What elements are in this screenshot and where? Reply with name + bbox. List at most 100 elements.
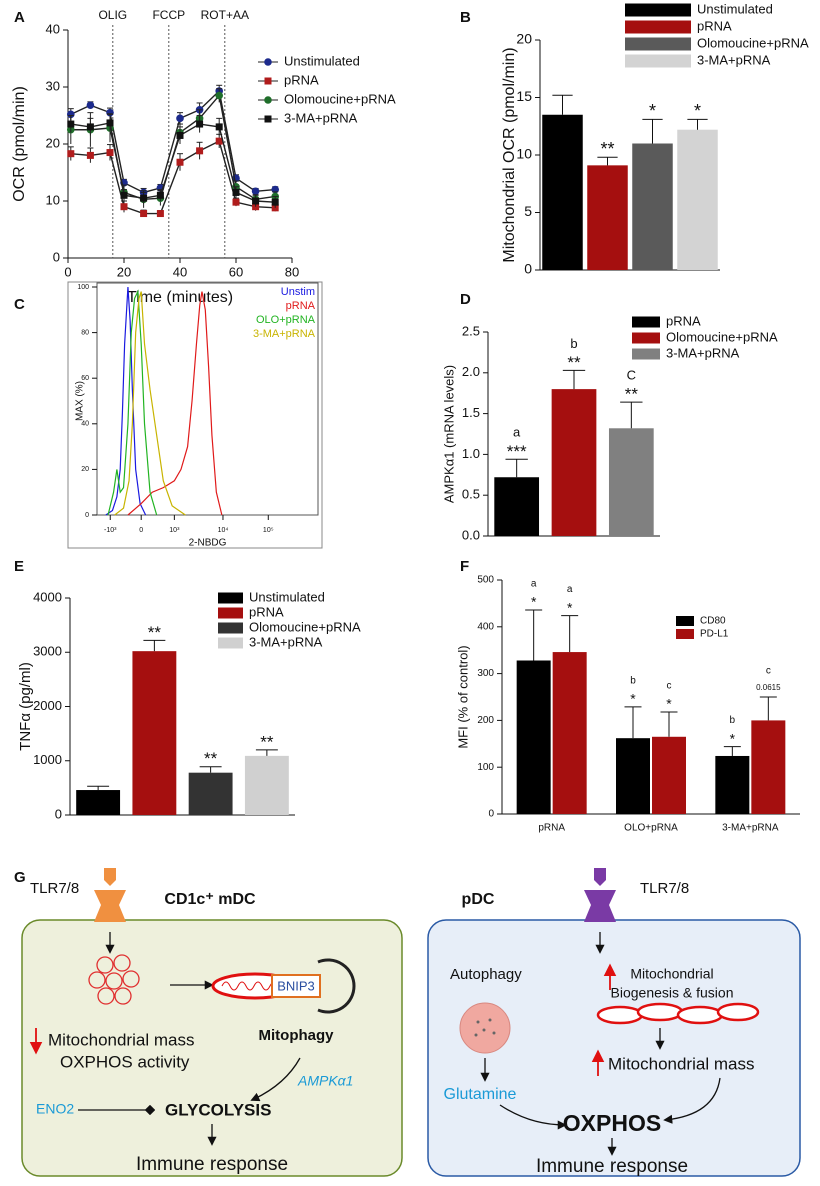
marker [271, 198, 279, 206]
y-tick-label: 0 [85, 512, 89, 519]
legend-marker [264, 77, 272, 85]
y-tick-label: 3000 [33, 644, 62, 659]
panel-label: B [460, 9, 471, 26]
legend-marker [264, 115, 272, 123]
receptor-icon [104, 868, 116, 886]
series-line [70, 122, 276, 203]
bar [494, 477, 540, 536]
marker [86, 101, 95, 110]
receptor-label: TLR7/8 [30, 880, 79, 897]
legend-label: pRNA [284, 72, 319, 87]
legend-swatch [218, 622, 243, 634]
group-letter: a [567, 584, 573, 595]
event-label: ROT+AA [201, 8, 249, 22]
bar [244, 755, 289, 815]
panel-frame [67, 281, 323, 549]
group-letter: b [730, 715, 736, 726]
bnip3-box [271, 974, 321, 998]
mitochondria [88, 954, 140, 1005]
y-axis-label: Mitochondrial OCR (pmol/min) [501, 47, 518, 262]
legend-label: OLO+pRNA [256, 314, 316, 326]
marker [215, 91, 223, 100]
legend-label: Unstim [281, 286, 315, 298]
bar [132, 651, 177, 815]
y-tick-label: 60 [81, 375, 89, 382]
legend-swatch [676, 616, 694, 626]
receptor-icon [94, 890, 126, 922]
y-tick-label: 20 [81, 466, 89, 473]
bar [516, 660, 551, 814]
x-tick-label: pRNA [538, 823, 565, 834]
oxphos-activity: OXPHOS activity [60, 1052, 190, 1071]
bar [632, 143, 673, 270]
y-tick-label: 0 [53, 249, 60, 264]
marker [106, 149, 114, 157]
x-tick-label: 3-MA+pRNA [722, 823, 779, 834]
legend-label: Olomoucine+pRNA [697, 35, 809, 50]
legend-swatch [218, 637, 243, 649]
significance: * [666, 696, 672, 712]
marker [232, 188, 240, 196]
legend-swatch [676, 629, 694, 639]
bar [76, 790, 121, 815]
series-line [114, 291, 186, 516]
y-tick-label: 100 [477, 762, 494, 773]
group-letter: a [531, 579, 537, 590]
bar [715, 755, 750, 814]
x-tick-label: 0 [64, 264, 71, 279]
x-tick-label: 10⁴ [218, 527, 229, 534]
legend-label: pRNA [697, 18, 732, 33]
glutamine: Glutamine [444, 1086, 517, 1103]
x-tick-label: 80 [285, 264, 299, 279]
legend-label: Unstimulated [284, 53, 360, 68]
marker [86, 123, 94, 131]
group-letter: c [667, 681, 672, 692]
x-tick-label: 10³ [169, 527, 180, 534]
bar [188, 772, 233, 815]
panel-label: A [14, 9, 25, 26]
plot-frame [96, 282, 319, 516]
receptor-label: TLR7/8 [640, 880, 689, 897]
significance: ** [567, 353, 581, 372]
y-tick-label: 2.0 [462, 364, 480, 379]
y-tick-label: 10 [516, 146, 532, 162]
oxphos: OXPHOS [563, 1110, 661, 1136]
legend-label: 3-MA+pRNA [253, 328, 316, 340]
legend-label: Unstimulated [697, 1, 773, 16]
y-axis-label: AMPKα1 (mRNA levels) [441, 365, 456, 503]
y-axis-label: OCR (pmol/min) [11, 86, 28, 202]
y-tick-label: 2.5 [462, 323, 480, 338]
x-tick-label: -10³ [104, 527, 117, 534]
bar [652, 736, 686, 814]
marker [176, 158, 184, 166]
significance: *** [507, 442, 527, 461]
legend-label: Unstimulated [249, 589, 325, 604]
panel-label: F [460, 558, 469, 575]
panel-label: E [14, 558, 24, 575]
y-tick-label: 200 [477, 715, 494, 726]
series-line [70, 140, 276, 215]
process-label: Mitophagy [259, 1027, 335, 1044]
y-tick-label: 20 [46, 135, 60, 150]
significance: * [649, 101, 656, 121]
x-tick-label: OLO+pRNA [624, 823, 678, 834]
panel-label: C [14, 296, 25, 313]
series-line [70, 89, 276, 194]
legend-swatch [625, 20, 691, 34]
dots [474, 1018, 496, 1037]
cristae [221, 981, 279, 991]
y-tick-label: 0.5 [462, 487, 480, 502]
y-tick-label: 80 [81, 329, 89, 336]
x-axis-label: Time (minutes) [127, 289, 233, 306]
y-tick-label: 4000 [33, 589, 62, 604]
y-tick-label: 20 [516, 31, 532, 47]
legend-swatch [625, 37, 691, 51]
y-axis-label: MAX (%) [75, 381, 86, 421]
bar [751, 720, 786, 814]
mito-network [596, 1002, 760, 1025]
marker [196, 120, 204, 128]
marker [67, 110, 75, 119]
x-tick-label: 10⁵ [263, 527, 274, 534]
x-tick-label: 60 [229, 264, 243, 279]
bar [608, 428, 654, 536]
